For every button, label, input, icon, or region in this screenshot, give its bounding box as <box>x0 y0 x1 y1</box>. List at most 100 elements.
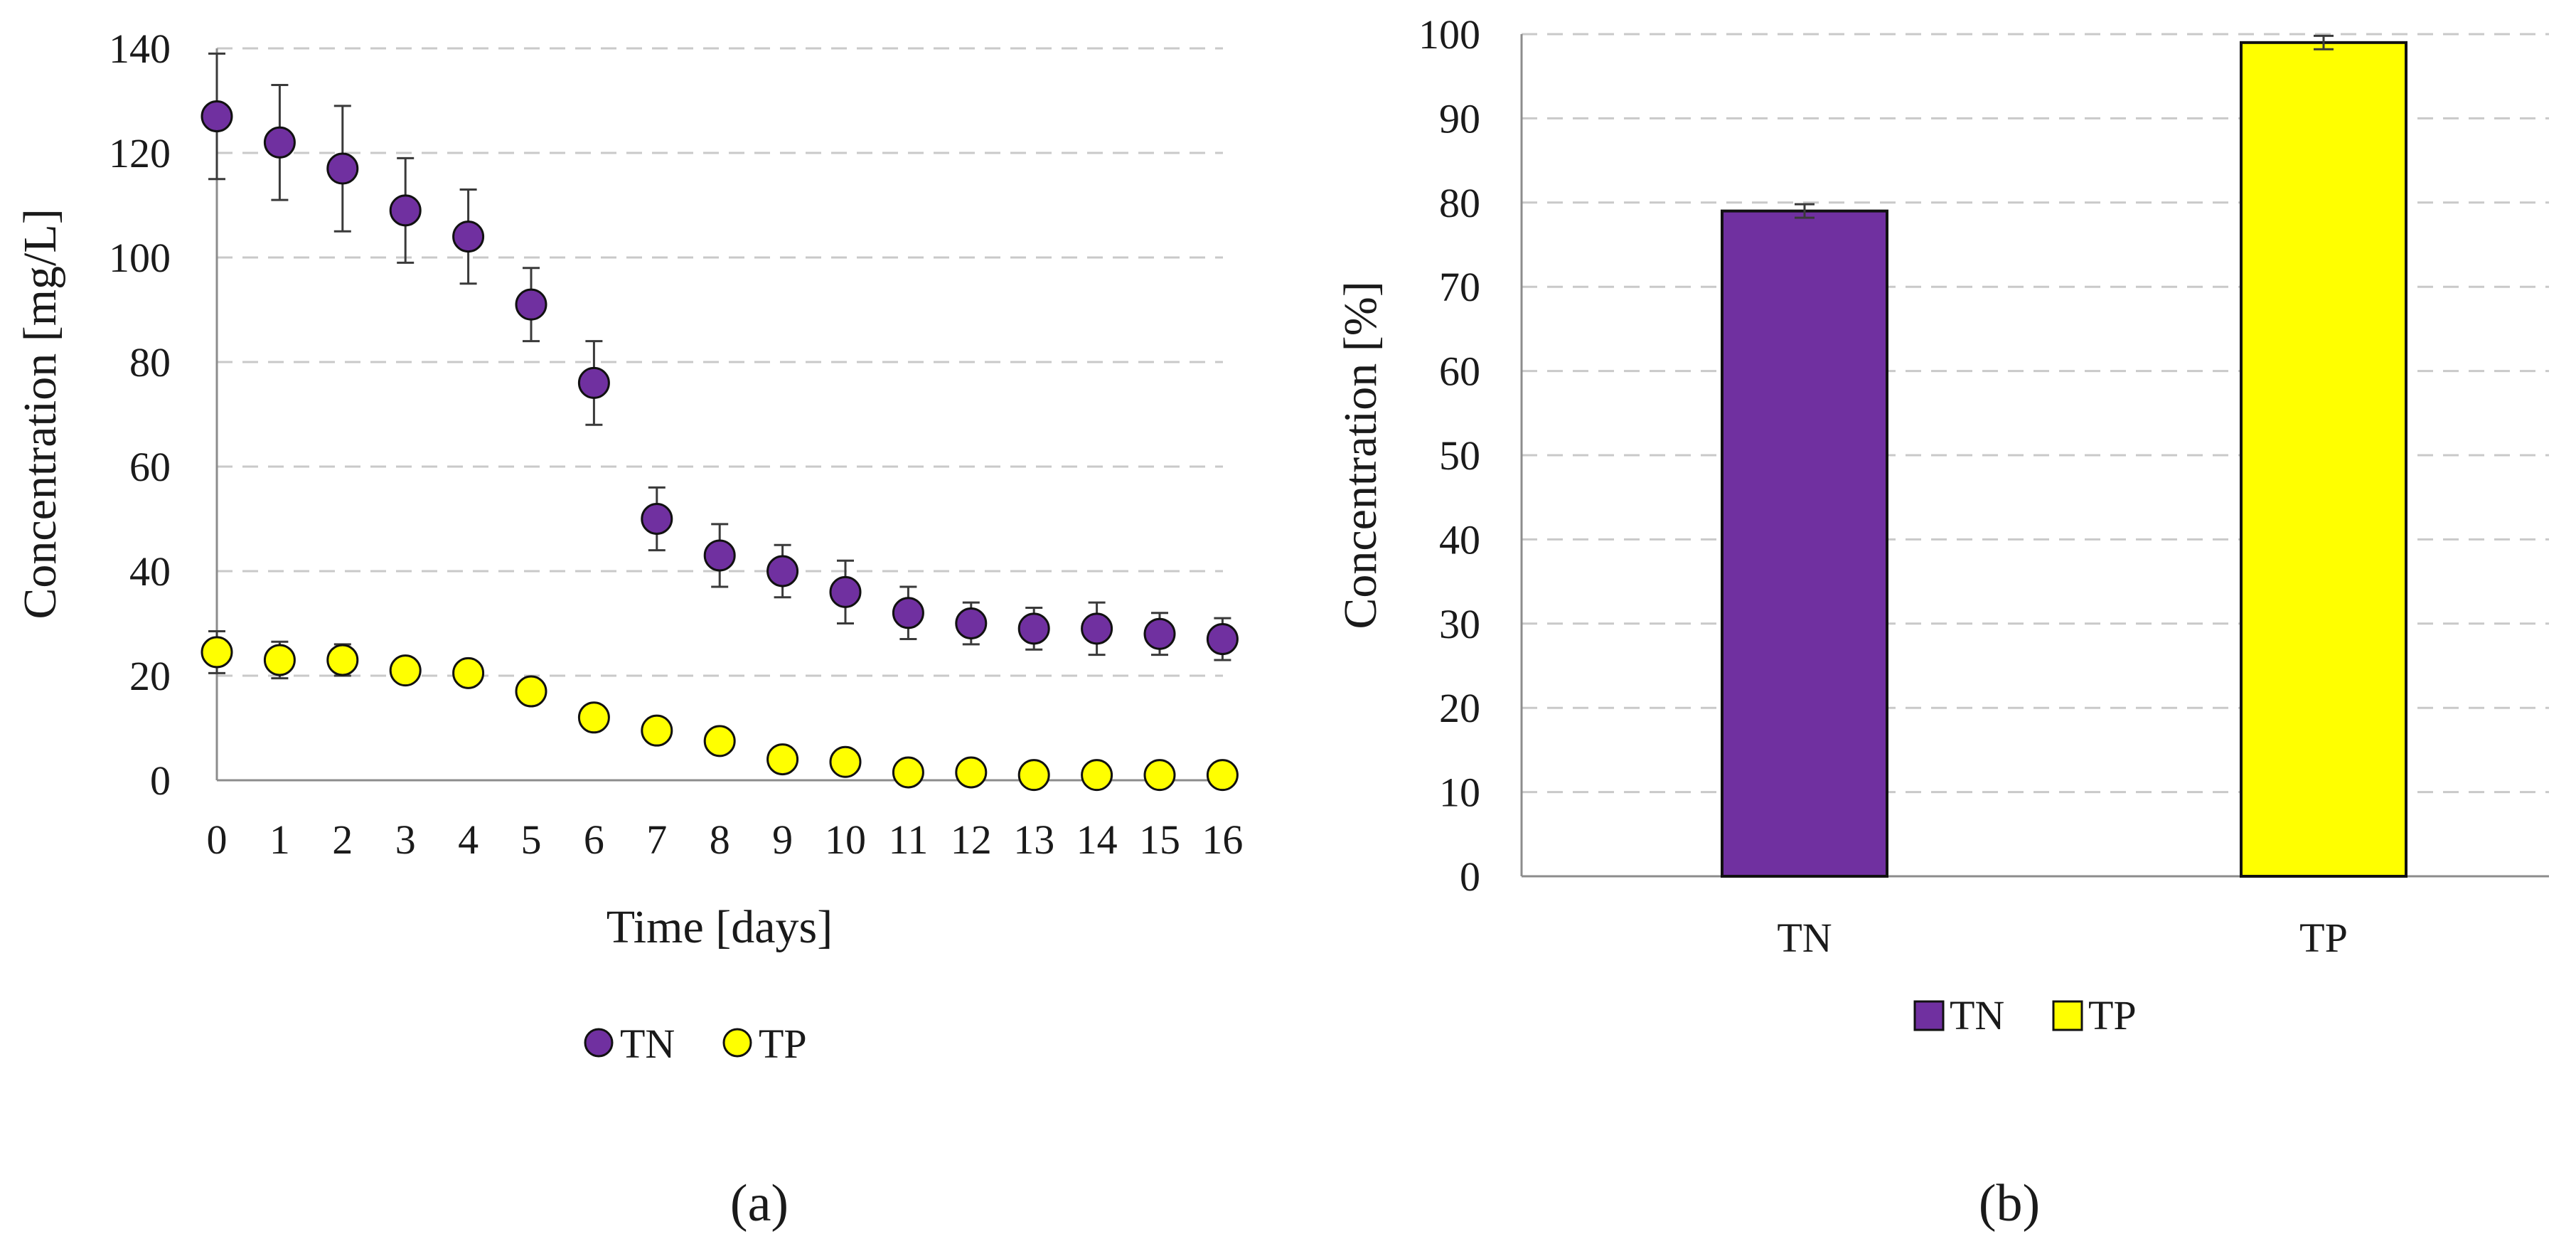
data-point-tn <box>703 539 736 572</box>
x-tick-label: 4 <box>458 817 479 863</box>
data-point-tp <box>452 656 485 689</box>
y-tick-label: 100 <box>109 235 171 281</box>
x-tick-label: 7 <box>646 817 667 863</box>
x-tick-label: 1 <box>269 817 290 863</box>
data-point-tp <box>201 636 233 669</box>
y-tick-label: 60 <box>129 444 171 490</box>
error-bars <box>1795 34 2334 219</box>
y-axis-title: Concentration [mg/L] <box>14 208 66 619</box>
gridlines <box>217 47 1223 677</box>
data-point-tp <box>892 756 924 789</box>
y-tick-label: 100 <box>1418 11 1480 58</box>
legend-label-tp: TP <box>2088 992 2137 1038</box>
data-point-tp <box>263 644 296 676</box>
y-tick-label: 50 <box>1439 432 1480 479</box>
data-point-tp <box>326 644 359 676</box>
panel-caption-b: (b) <box>1979 1174 2040 1233</box>
x-tick-label: 16 <box>1202 817 1243 863</box>
data-point-tp <box>577 701 610 734</box>
y-tick-labels: 0 10 20 30 40 50 60 70 80 90 100 <box>1418 11 1480 900</box>
y-tick-labels: 0 20 40 60 80 100 120 140 <box>109 26 171 804</box>
y-tick-label: 120 <box>109 130 171 176</box>
error-bar-tn <box>1795 203 1815 219</box>
bars <box>1721 41 2407 878</box>
data-point-tn <box>829 575 862 608</box>
data-point-tn <box>263 126 296 159</box>
x-tick-label: 6 <box>584 817 604 863</box>
data-point-tn <box>1081 612 1113 645</box>
data-point-tp <box>1081 759 1113 792</box>
legend-label-tn: TN <box>620 1021 675 1067</box>
x-tick-label: TN <box>1777 915 1832 961</box>
data-point-tn <box>326 152 359 185</box>
data-point-tp <box>1206 759 1239 792</box>
x-tick-label: 0 <box>207 817 228 863</box>
data-point-tp <box>829 745 862 778</box>
bar-tp <box>2240 41 2407 878</box>
legend-label-tn: TN <box>1950 992 2004 1038</box>
x-axis-title: Time [days] <box>606 901 833 953</box>
y-tick-label: 60 <box>1439 349 1480 395</box>
x-tick-label: 10 <box>825 817 866 863</box>
x-tick-label: 11 <box>888 817 928 863</box>
legend-marker-tn <box>1913 1000 1945 1031</box>
data-point-tn <box>515 288 547 321</box>
legend-marker-tp <box>2052 1000 2083 1031</box>
data-point-tp <box>703 725 736 757</box>
y-tick-label: 140 <box>109 26 171 72</box>
x-tick-labels: 0 1 2 3 4 5 6 7 8 9 10 11 12 13 14 15 16 <box>207 817 1244 863</box>
data-point-tp <box>955 756 988 789</box>
x-tick-label: 8 <box>710 817 730 863</box>
error-bars <box>208 52 1231 779</box>
y-tick-label: 20 <box>129 653 171 699</box>
legend: TN TP <box>1913 992 2137 1038</box>
y-tick-label: 90 <box>1439 95 1480 142</box>
data-point-tp <box>766 743 799 776</box>
x-tick-label: 9 <box>772 817 793 863</box>
y-tick-label: 70 <box>1439 264 1480 310</box>
data-point-tn <box>201 100 233 133</box>
y-tick-label: 20 <box>1439 685 1480 731</box>
y-tick-label: 40 <box>129 548 171 595</box>
data-point-tn <box>1206 623 1239 656</box>
data-point-tp <box>641 714 673 747</box>
panel-caption-a: (a) <box>730 1174 789 1233</box>
legend-marker-tn <box>584 1028 614 1058</box>
y-tick-label: 30 <box>1439 601 1480 647</box>
data-point-tp <box>1017 759 1050 792</box>
data-point-tn <box>577 366 610 399</box>
x-tick-label: 2 <box>332 817 353 863</box>
x-tick-label: 12 <box>951 817 992 863</box>
y-tick-label: 80 <box>129 339 171 386</box>
bar-tn <box>1721 209 1888 878</box>
y-tick-label: 40 <box>1439 516 1480 563</box>
x-tick-label: 15 <box>1139 817 1180 863</box>
data-point-tn <box>1143 617 1176 650</box>
data-point-tn <box>766 555 799 588</box>
x-tick-label: 13 <box>1013 817 1054 863</box>
data-point-tn <box>955 607 988 639</box>
x-tick-labels: TN TP <box>1777 915 2348 961</box>
x-tick-label: 14 <box>1076 817 1118 863</box>
data-point-tp <box>1143 759 1176 792</box>
data-points <box>201 100 1239 792</box>
data-point-tp <box>389 654 422 687</box>
y-tick-label: 0 <box>150 757 171 804</box>
data-point-tp <box>515 675 547 708</box>
data-point-tn <box>1017 612 1050 645</box>
x-tick-label: TP <box>2299 915 2348 961</box>
data-point-tn <box>452 220 485 253</box>
data-point-tn <box>641 503 673 535</box>
y-tick-label: 0 <box>1460 854 1480 900</box>
legend-label-tp: TP <box>759 1021 807 1067</box>
legend: TN TP <box>584 1021 807 1067</box>
x-tick-label: 5 <box>521 817 542 863</box>
y-axis-title: Concentration [%] <box>1335 281 1386 629</box>
data-point-tn <box>389 194 422 227</box>
y-tick-label: 10 <box>1439 770 1480 816</box>
x-tick-label: 3 <box>395 817 416 863</box>
data-point-tn <box>892 597 924 629</box>
error-bar-tp <box>2314 34 2334 50</box>
